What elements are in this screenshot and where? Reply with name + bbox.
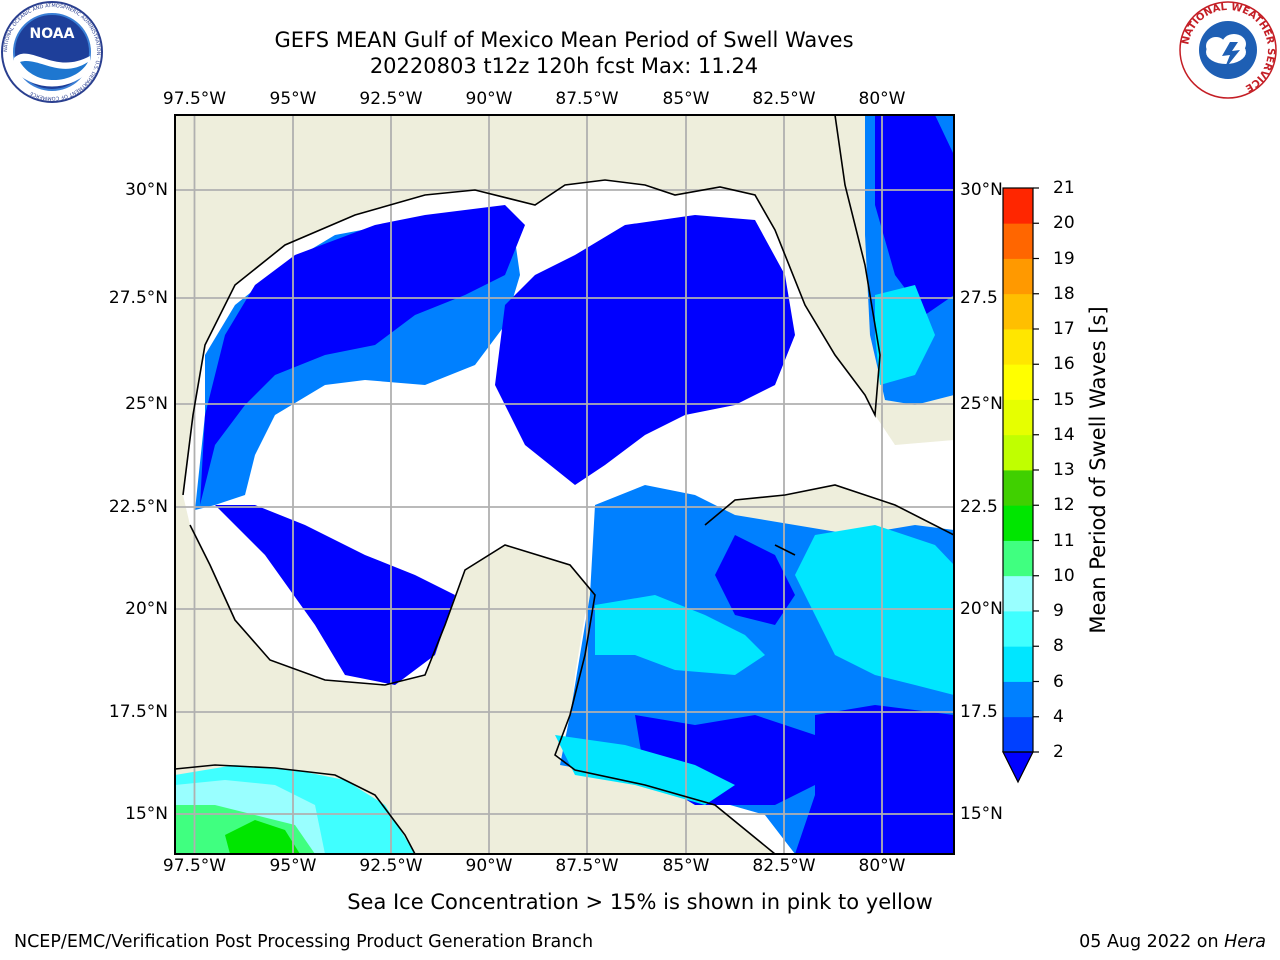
colorbar-tick-label: 21	[1053, 178, 1075, 198]
colorbar-segment	[1003, 293, 1033, 330]
swell-4-6s	[875, 285, 935, 385]
colorbar-tick-label: 4	[1053, 706, 1064, 727]
colorbar-tick-label: 11	[1053, 530, 1075, 551]
swell-under-2s	[875, 115, 954, 315]
colorbar-segment	[1003, 575, 1033, 612]
lon-label-bottom: 80°W	[858, 856, 906, 876]
lon-label-bottom: 87.5°W	[555, 856, 619, 876]
colorbar-tick-label: 20	[1053, 213, 1075, 234]
lon-label-bottom: 97.5°W	[162, 856, 227, 876]
lon-label-top: 95°W	[269, 89, 317, 109]
colorbar-segment	[1003, 716, 1033, 753]
lat-label-left: 25°N	[125, 394, 168, 414]
colorbar-segment	[1003, 258, 1033, 295]
colorbar-tick-label: 6	[1053, 671, 1064, 692]
sea-ice-note: Sea Ice Concentration > 15% is shown in …	[347, 890, 933, 914]
lon-label-bottom: 92.5°W	[359, 856, 423, 876]
colorbar-tick-label: 16	[1053, 354, 1075, 375]
colorbar-tick-label: 18	[1053, 283, 1075, 304]
colorbar-tick-label: 14	[1053, 424, 1075, 445]
colorbar-tick-label: 2	[1053, 742, 1064, 762]
swell-4-6s	[595, 595, 765, 675]
colorbar-segment	[1003, 399, 1033, 436]
date-line: 05 Aug 2022 on Hera	[1079, 932, 1266, 952]
swell-under-2s	[200, 205, 525, 505]
map-title: GEFS MEAN Gulf of Mexico Mean Period of …	[274, 28, 854, 52]
lat-label-left: 20°N	[125, 599, 168, 619]
colorbar-segment	[1003, 646, 1033, 682]
lat-label-right: 20°N	[960, 599, 1003, 619]
colorbar	[1002, 187, 1039, 784]
colorbar-tick-label: 15	[1053, 389, 1075, 410]
lon-label-top: 87.5°W	[555, 89, 619, 109]
colorbar-tick-label: 9	[1053, 601, 1064, 621]
date-host: Hera	[1224, 932, 1266, 952]
colorbar-tick-label: 10	[1053, 565, 1075, 586]
map-plot	[174, 114, 955, 855]
svg-text:NOAA: NOAA	[30, 26, 75, 42]
colorbar-segment	[1003, 681, 1033, 718]
lat-label-right: 27.5	[960, 288, 998, 308]
colorbar-tick-label: 13	[1053, 460, 1075, 480]
lat-label-left: 17.5°N	[108, 702, 168, 722]
lat-label-left: 15°N	[125, 804, 168, 824]
lon-label-top: 85°W	[662, 89, 710, 109]
map-subtitle: 20220803 t12z 120h fcst Max: 11.24	[369, 54, 759, 78]
lat-label-right: 17.5	[960, 702, 998, 722]
lon-label-bottom: 82.5°W	[752, 856, 816, 876]
swell-under-2s	[495, 215, 795, 485]
colorbar-tick-label: 8	[1053, 636, 1064, 657]
date-text: 05 Aug 2022 on	[1079, 932, 1225, 952]
lat-label-left: 27.5°N	[108, 288, 168, 308]
swell-10-11s	[225, 820, 300, 854]
lat-label-left: 30°N	[125, 180, 168, 200]
lat-label-left: 22.5°N	[108, 497, 168, 517]
colorbar-tick-label: 17	[1053, 319, 1075, 339]
colorbar-segment	[1003, 329, 1033, 365]
lat-label-right: 25°N	[960, 394, 1003, 414]
lon-label-top: 80°W	[858, 89, 906, 109]
colorbar-label: Mean Period of Swell Waves [s]	[1086, 306, 1110, 634]
swell-under-2s	[715, 535, 795, 625]
colorbar-segment	[1003, 470, 1033, 506]
lon-label-top: 92.5°W	[359, 89, 423, 109]
colorbar-tick-label: 19	[1053, 248, 1075, 269]
colorbar-segment	[1003, 540, 1033, 577]
lon-label-bottom: 90°W	[465, 856, 513, 876]
lon-label-top: 97.5°W	[162, 89, 227, 109]
colorbar-segment	[1003, 364, 1033, 400]
credit-line: NCEP/EMC/Verification Post Processing Pr…	[14, 932, 594, 952]
colorbar-tick-label: 12	[1053, 495, 1075, 516]
colorbar-segment	[1003, 505, 1033, 541]
colorbar-segment	[1003, 611, 1033, 647]
colorbar-segment	[1003, 223, 1033, 259]
lon-label-bottom: 95°W	[269, 856, 317, 876]
swell-under-2s	[795, 705, 954, 854]
lon-label-bottom: 85°W	[662, 856, 710, 876]
lon-label-top: 90°W	[465, 89, 513, 109]
swell-4-6s	[555, 735, 735, 805]
swell-4-6s	[795, 525, 954, 695]
map-frame	[174, 114, 955, 855]
lat-label-right: 22.5	[960, 497, 998, 517]
lon-label-top: 82.5°W	[752, 89, 816, 109]
coastline	[175, 115, 954, 854]
colorbar-segment	[1003, 434, 1033, 471]
lat-label-right: 15°N	[960, 804, 1003, 824]
graticule	[175, 115, 954, 854]
noaa-logo: NOAA NATIONAL OCEANIC AND ATMOSPHERIC AD…	[1, 1, 103, 103]
lat-label-right: 30°N	[960, 180, 1003, 200]
nws-logo: NATIONAL WEATHER SERVICE	[1179, 1, 1277, 99]
colorbar-segment	[1003, 188, 1033, 224]
swell-under-2s	[215, 505, 455, 685]
colorbar-extend-low	[1002, 751, 1034, 784]
